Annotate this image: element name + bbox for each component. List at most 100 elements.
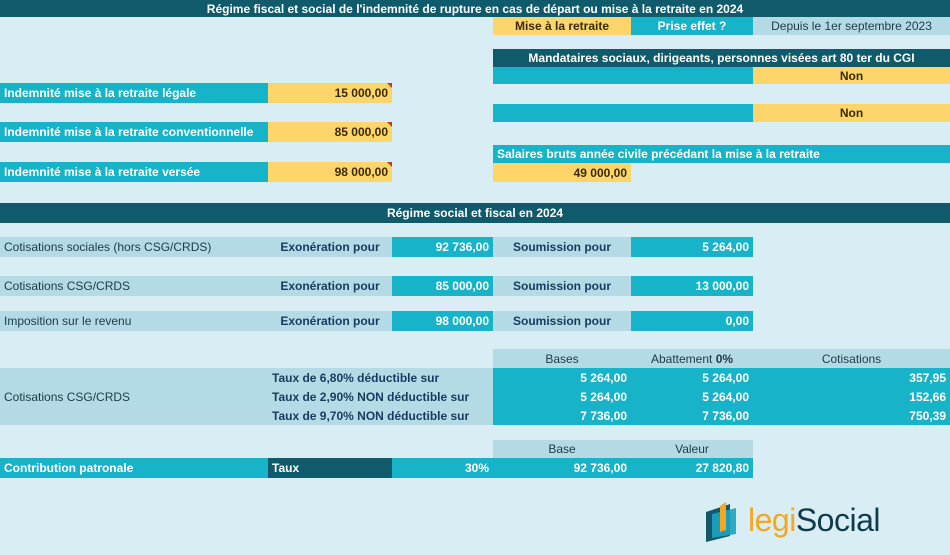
soumission-value: 5 264,00 [631, 237, 753, 257]
indemnite-legale-label-text: Indemnité mise à la retraite légale [4, 86, 197, 100]
abattement-header: Abattement 0% [631, 349, 753, 368]
regime-row-label-text: Cotisations CSG/CRDS [4, 279, 131, 293]
salaires-label-text: Salaires bruts année civile précédant la… [497, 147, 820, 161]
indemnite-conventionnelle-input[interactable]: 85 000,00 [268, 122, 392, 142]
mandataires-label: Mandataires sociaux, dirigeants, personn… [493, 49, 950, 67]
exoneration-value-text: 98 000,00 [435, 314, 489, 328]
indemnite-conventionnelle-label: Indemnité mise à la retraite conventionn… [0, 122, 268, 142]
abattement-rate: 0% [715, 351, 734, 366]
soumission-label-text: Soumission pour [512, 279, 611, 293]
csg-base-value: 5 264,00 [493, 368, 631, 387]
exoneration-value: 85 000,00 [392, 276, 493, 296]
salaires-input[interactable]: 49 000,00 [493, 163, 631, 182]
cotisations-header: Cotisations [753, 349, 950, 368]
csg-label: Cotisations CSG/CRDS [0, 368, 268, 425]
contribution-base-value: 92 736,00 [493, 458, 631, 478]
soumission-label-text: Soumission pour [512, 240, 611, 254]
exoneration-value-text: 85 000,00 [435, 279, 489, 293]
indemnite-legale-value: 15 000,00 [334, 86, 388, 100]
exoneration-label-text: Exonération pour [280, 279, 380, 293]
csg-base-value-text: 7 736,00 [580, 408, 627, 423]
mandataires-select[interactable]: Non [753, 67, 950, 84]
contribution-valeur-header: Valeur [631, 440, 753, 458]
contribution-taux-value: 30% [392, 458, 493, 478]
csg-cotisation-value-text: 357,95 [909, 370, 946, 385]
second-question-select[interactable]: Non [753, 104, 950, 122]
contribution-label: Contribution patronale [0, 458, 268, 478]
contribution-valeur-value-text: 27 820,80 [695, 461, 749, 475]
csg-rate-label: Taux de 2,90% NON déductible sur [268, 387, 493, 406]
mandataires-label-text: Mandataires sociaux, dirigeants, personn… [528, 51, 915, 65]
contribution-base-value-text: 92 736,00 [573, 461, 627, 475]
csg-cotisation-value-text: 750,39 [909, 408, 946, 423]
soumission-value-text: 0,00 [725, 314, 749, 328]
soumission-value-text: 13 000,00 [695, 279, 749, 293]
contribution-base-header-text: Base [548, 442, 576, 456]
logo-text-social: Social [795, 502, 880, 538]
regime-row-label: Imposition sur le revenu [0, 311, 268, 331]
exoneration-value: 98 000,00 [392, 311, 493, 331]
indemnite-conventionnelle-value: 85 000,00 [334, 125, 388, 139]
soumission-value: 13 000,00 [631, 276, 753, 296]
indemnite-versee-value: 98 000,00 [334, 165, 388, 179]
exoneration-label: Exonération pour [268, 237, 392, 257]
exoneration-value: 92 736,00 [392, 237, 493, 257]
soumission-label: Soumission pour [493, 311, 631, 331]
csg-rate-label-text: Taux de 9,70% NON déductible sur [272, 408, 470, 423]
indemnite-versee-input[interactable]: 98 000,00 [268, 162, 392, 182]
regime-title-text: Régime social et fiscal en 2024 [386, 206, 564, 220]
abattement-header-text: Abattement [650, 351, 713, 366]
csg-base-value-text: 5 264,00 [580, 370, 627, 385]
regime-row-label: Cotisations CSG/CRDS [0, 276, 268, 296]
contribution-valeur-value: 27 820,80 [631, 458, 753, 478]
indemnite-legale-label: Indemnité mise à la retraite légale [0, 83, 268, 103]
soumission-value: 0,00 [631, 311, 753, 331]
contribution-base-header: Base [493, 440, 631, 458]
csg-rate-label: Taux de 6,80% déductible sur [268, 368, 493, 387]
soumission-label: Soumission pour [493, 276, 631, 296]
csg-cotisation-value: 357,95 [753, 368, 950, 387]
exoneration-label: Exonération pour [268, 276, 392, 296]
exoneration-label-text: Exonération pour [280, 240, 380, 254]
contribution-taux-label: Taux [268, 458, 392, 478]
contribution-valeur-header-text: Valeur [675, 442, 709, 456]
csg-abattement-value: 5 264,00 [631, 368, 753, 387]
effect-value-text: Depuis le 1er septembre 2023 [771, 19, 932, 33]
regime-title: Régime social et fiscal en 2024 [0, 203, 950, 223]
second-question-select-value: Non [839, 106, 864, 120]
effect-label: Prise effet ? [631, 17, 753, 35]
second-question-label [493, 104, 753, 122]
logo-mark-icon [706, 502, 736, 542]
csg-abattement-value-text: 7 736,00 [702, 408, 749, 423]
indemnite-versee-label-text: Indemnité mise à la retraite versée [4, 165, 201, 179]
contribution-taux-label-text: Taux [272, 461, 300, 475]
contribution-taux-value-text: 30% [464, 461, 489, 475]
csg-abattement-value-text: 5 264,00 [702, 389, 749, 404]
cotisations-header-text: Cotisations [821, 351, 882, 366]
csg-label-text: Cotisations CSG/CRDS [4, 389, 131, 404]
regime-row-label: Cotisations sociales (hors CSG/CRDS) [0, 237, 268, 257]
effect-value: Depuis le 1er septembre 2023 [753, 17, 950, 35]
logo-text-legi: legi [748, 502, 796, 538]
soumission-value-text: 5 264,00 [702, 240, 749, 254]
indemnite-versee-label: Indemnité mise à la retraite versée [0, 162, 268, 182]
csg-abattement-value: 5 264,00 [631, 387, 753, 406]
effect-label-text: Prise effet ? [657, 19, 727, 33]
soumission-label-text: Soumission pour [512, 314, 611, 328]
page-title-text: Régime fiscal et social de l'indemnité d… [206, 1, 744, 16]
exoneration-value-text: 92 736,00 [435, 240, 489, 254]
indemnite-legale-input[interactable]: 15 000,00 [268, 83, 392, 103]
mandataires-select-value: Non [839, 68, 864, 83]
csg-rate-label: Taux de 9,70% NON déductible sur [268, 406, 493, 425]
csg-abattement-value-text: 5 264,00 [702, 370, 749, 385]
exoneration-label-text: Exonération pour [280, 314, 380, 328]
type-select-value: Mise à la retraite [514, 19, 610, 33]
csg-abattement-value: 7 736,00 [631, 406, 753, 425]
logo-text: legiSocial [748, 502, 880, 542]
csg-base-value-text: 5 264,00 [580, 389, 627, 404]
csg-base-value: 5 264,00 [493, 387, 631, 406]
bases-header-text: Bases [545, 351, 579, 366]
regime-row-label-text: Imposition sur le revenu [4, 314, 132, 328]
type-select[interactable]: Mise à la retraite [493, 17, 631, 35]
soumission-label: Soumission pour [493, 237, 631, 257]
